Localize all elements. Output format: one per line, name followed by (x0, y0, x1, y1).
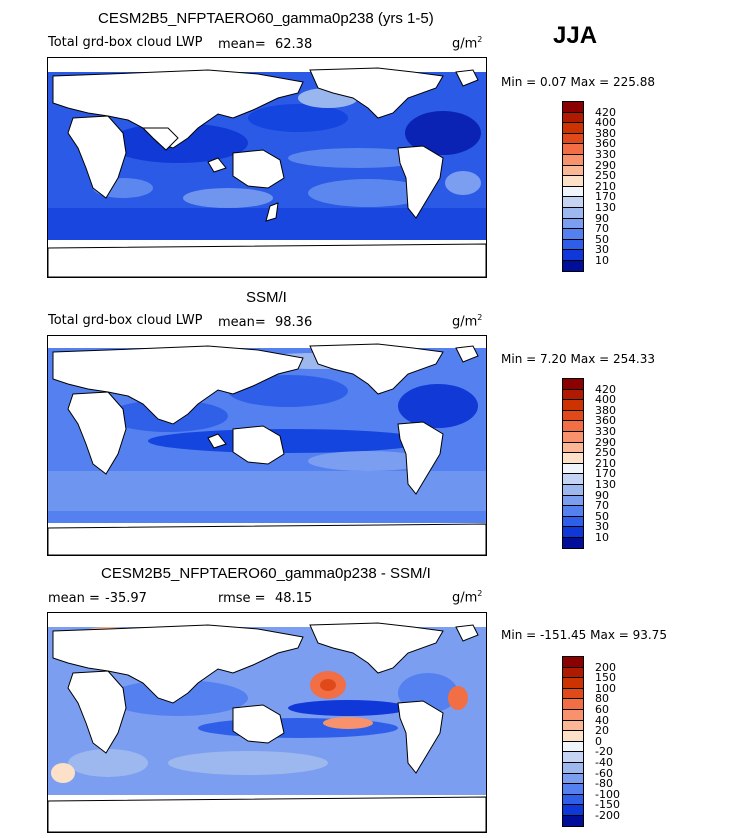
colorbar-level-label: 200 (595, 660, 616, 674)
colorbar-level-label: 0 (595, 734, 602, 748)
colorbar-level-label: 210 (595, 179, 616, 193)
colorbar-level-label: 330 (595, 148, 616, 161)
colorbar-level-label: 250 (595, 169, 616, 183)
colorbar-level-label: 10 (595, 531, 609, 544)
colorbar-level-label: 290 (595, 158, 616, 172)
panel1-subtitle: Total grd-box cloud LWP (48, 35, 203, 50)
panel3-rmse-value: 48.15 (275, 591, 313, 606)
colorbar-level-label: 170 (595, 190, 616, 204)
panel2-minmax: Min = 7.20 Max = 254.33 (501, 352, 655, 366)
panel2-title: SSM/I (246, 289, 287, 306)
colorbar-level-label: 170 (595, 467, 616, 481)
season-label: JJA (553, 22, 598, 49)
colorbar-level-label: 420 (595, 105, 616, 119)
panel2-mean-label: mean= (218, 315, 266, 330)
colorbar-level-label: 30 (595, 520, 609, 534)
colorbar-level-label: 290 (595, 435, 616, 449)
colorbar-level-label: 40 (595, 713, 609, 727)
panel3-rmse-label: rmse = (218, 591, 266, 606)
panel3-mean-label: mean = (48, 591, 100, 606)
panel1-mean-label: mean= (218, 37, 266, 52)
colorbar-level-label: 330 (595, 425, 616, 438)
colorbar-level-label: 70 (595, 222, 609, 236)
colorbar-level-label: 420 (595, 382, 616, 396)
colorbar-level-label: -20 (595, 745, 613, 759)
colorbar-level-label: 130 (595, 478, 616, 491)
colorbar-level-label: 210 (595, 456, 616, 470)
colorbar-swatch (562, 537, 584, 549)
colorbar-level-label: 90 (595, 211, 609, 225)
colorbar-level-label: 400 (595, 116, 616, 130)
panel3-map (47, 612, 487, 833)
panel3-units: g/m2 (452, 589, 483, 606)
panel3-title: CESM2B5_NFPTAERO60_gamma0p238 - SSM/I (101, 565, 431, 582)
colorbar-level-label: -200 (595, 809, 620, 822)
colorbar-level-label: 90 (595, 488, 609, 502)
colorbar-level-label: 70 (595, 499, 609, 513)
colorbar-level-label: 20 (595, 724, 609, 738)
colorbar-level-label: 30 (595, 243, 609, 257)
colorbar-swatch (562, 260, 584, 272)
colorbar-level-label: -100 (595, 787, 620, 801)
panel2-map (47, 335, 487, 556)
colorbar-level-label: 380 (595, 126, 616, 140)
colorbar-level-label: 10 (595, 254, 609, 267)
colorbar-level-label: 400 (595, 393, 616, 407)
colorbar-level-label: 250 (595, 446, 616, 460)
panel1-minmax: Min = 0.07 Max = 225.88 (501, 75, 655, 89)
panel1-mean-value: 62.38 (275, 37, 313, 52)
panel3-mean-value: -35.97 (105, 591, 147, 606)
colorbar-level-label: 100 (595, 681, 616, 695)
colorbar-level-label: 150 (595, 671, 616, 685)
colorbar-level-label: 60 (595, 703, 609, 716)
colorbar-level-label: 380 (595, 403, 616, 417)
colorbar-level-label: -40 (595, 756, 613, 769)
panel1-map (47, 57, 487, 278)
colorbar-level-label: -150 (595, 798, 620, 812)
panel2-subtitle: Total grd-box cloud LWP (48, 313, 203, 328)
colorbar-level-label: 360 (595, 137, 616, 151)
colorbar-level-label: 360 (595, 414, 616, 428)
colorbar-level-label: 80 (595, 692, 609, 706)
colorbar-level-label: 50 (595, 509, 609, 523)
panel2-mean-value: 98.36 (275, 315, 313, 330)
colorbar-level-label: 50 (595, 232, 609, 246)
panel3-minmax: Min = -151.45 Max = 93.75 (501, 628, 667, 642)
colorbar-level-label: -80 (595, 777, 613, 791)
colorbar-level-label: 130 (595, 201, 616, 214)
colorbar-swatch (562, 815, 584, 827)
panel2-units: g/m2 (452, 313, 483, 330)
colorbar-level-label: -60 (595, 766, 613, 780)
panel1-title: CESM2B5_NFPTAERO60_gamma0p238 (yrs 1-5) (98, 10, 434, 27)
panel1-units: g/m2 (452, 35, 483, 52)
